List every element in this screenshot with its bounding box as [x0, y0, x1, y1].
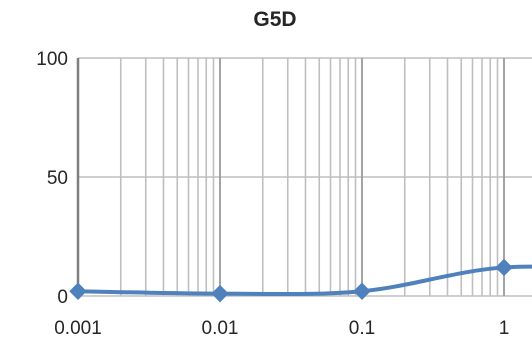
data-point-marker	[211, 284, 229, 303]
data-point-marker	[353, 282, 371, 300]
x-tick-label: 0.01	[202, 318, 239, 339]
x-tick-label: 0.001	[54, 318, 102, 339]
tick-labels: 0 50 100 0.001 0.01 0.1 1	[36, 49, 509, 339]
chart-title: G5D	[253, 8, 296, 31]
x-tick-label: 0.1	[349, 318, 375, 339]
data-point-marker	[69, 282, 87, 300]
data-point-marker	[495, 258, 513, 277]
y-tick-label: 50	[47, 168, 68, 189]
y-tick-label: 0	[57, 287, 68, 308]
series-layer	[69, 258, 532, 303]
y-tick-label: 100	[36, 49, 68, 70]
grid	[77, 57, 532, 297]
x-tick-label: 1	[499, 318, 510, 339]
